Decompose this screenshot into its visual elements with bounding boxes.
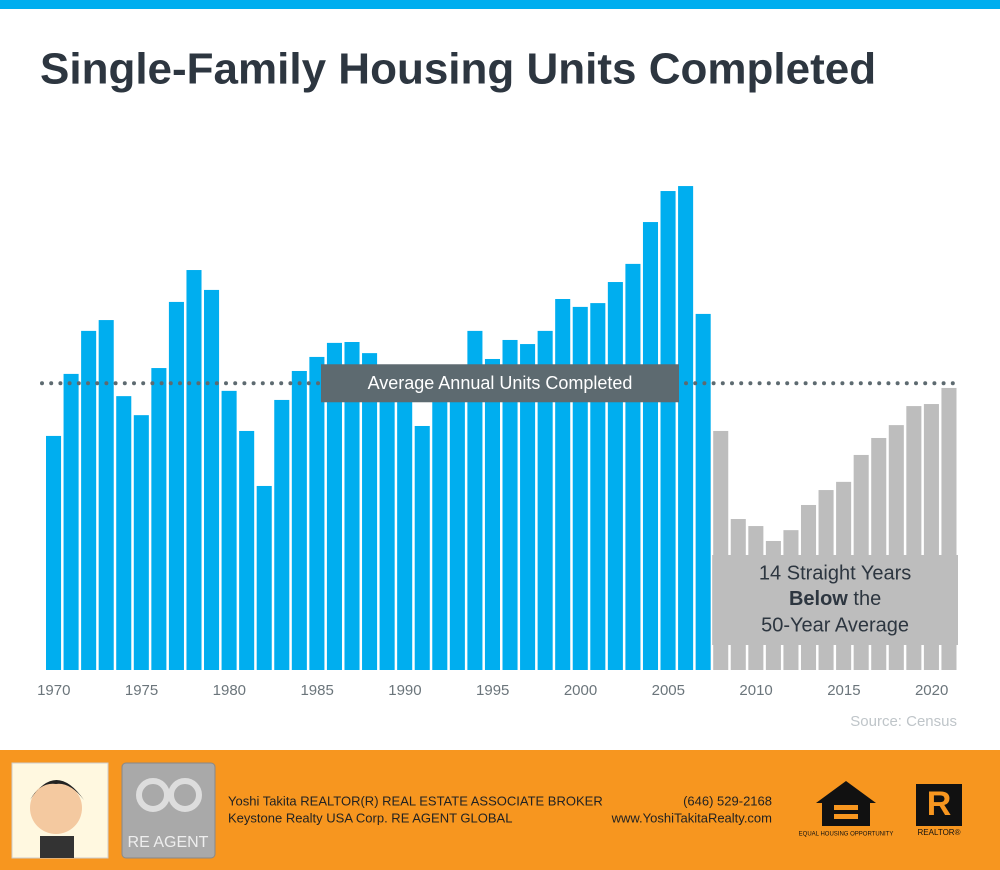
logo-text: RE AGENT — [128, 834, 209, 851]
annotation-box — [712, 555, 958, 645]
agent-name: Yoshi Takita REALTOR(R) REAL ESTATE ASSO… — [228, 793, 603, 808]
x-tick-label: 2000 — [564, 682, 597, 699]
x-tick-label: 1995 — [476, 682, 509, 699]
bar — [695, 313, 711, 670]
bar — [116, 396, 132, 670]
x-tick-label: 1990 — [388, 682, 421, 699]
website: www.YoshiTakitaRealty.com — [611, 810, 772, 825]
bar — [274, 399, 290, 670]
x-tick-label: 1975 — [125, 682, 158, 699]
bar — [625, 263, 641, 670]
annotation-line: 50-Year Average — [761, 614, 909, 636]
realtor-logo — [916, 784, 962, 826]
annotation-line: 14 Straight Years — [759, 562, 911, 584]
agent-face — [30, 782, 82, 834]
bar — [537, 330, 553, 670]
eho-bar — [834, 814, 858, 819]
bar — [221, 390, 237, 670]
x-tick-label: 1970 — [37, 682, 70, 699]
bar — [98, 320, 114, 670]
annotation-line: Below the — [789, 588, 881, 610]
agent-suit — [40, 836, 74, 858]
bar — [151, 368, 167, 670]
bar — [379, 370, 395, 670]
bar — [678, 186, 694, 670]
bar — [642, 222, 659, 670]
bar — [81, 330, 97, 670]
bar — [168, 301, 184, 670]
phone: (646) 529-2168 — [683, 793, 772, 808]
x-tick-label: 2010 — [739, 682, 772, 699]
bar — [63, 373, 79, 670]
x-tick-label: 2015 — [827, 682, 860, 699]
bar — [607, 282, 623, 670]
x-tick-label: 2020 — [915, 682, 948, 699]
chart-title: Single-Family Housing Units Completed — [40, 45, 876, 94]
annotation-rest: the — [848, 588, 881, 610]
bar — [256, 485, 272, 670]
eho-bar — [834, 805, 858, 810]
x-tick-label: 1985 — [300, 682, 333, 699]
realtor-letter: R — [927, 785, 952, 823]
realtor-text: REALTOR® — [918, 828, 961, 837]
bar — [133, 415, 149, 670]
bar — [397, 387, 413, 670]
source: Source: Census — [850, 713, 957, 730]
annotation-bold: Below — [789, 588, 848, 610]
bar — [590, 303, 606, 670]
bar — [572, 306, 588, 670]
bar — [520, 344, 536, 670]
bar — [204, 289, 220, 670]
eho-house — [816, 781, 876, 826]
bar — [326, 342, 342, 670]
bar — [449, 366, 465, 670]
logo-key — [136, 778, 170, 812]
bar — [467, 330, 483, 670]
bar — [291, 370, 307, 670]
bar — [309, 356, 325, 670]
bar — [239, 430, 255, 670]
plot: 1970 1975 1980 1985 1990 1995 2000 2005 2010 2015… — [37, 186, 962, 699]
bar — [660, 191, 676, 670]
bar — [414, 425, 430, 670]
bar — [555, 298, 571, 670]
bar — [432, 387, 448, 670]
bar — [484, 358, 500, 670]
bar — [186, 270, 202, 670]
top-stripe — [0, 0, 1000, 9]
x-tick-label: 2005 — [652, 682, 685, 699]
average-label-box — [321, 364, 679, 403]
bar — [502, 339, 518, 670]
average-label: Average Annual Units Completed — [368, 373, 633, 393]
bar — [344, 342, 360, 670]
bar — [46, 435, 62, 670]
company: Keystone Realty USA Corp. RE AGENT GLOBA… — [228, 810, 512, 825]
logo-key — [168, 778, 202, 812]
eho-text: EQUAL HOUSING OPPORTUNITY — [799, 832, 894, 838]
agent-hair — [30, 780, 84, 800]
bar — [362, 353, 378, 670]
x-tick-label: 1980 — [213, 682, 246, 699]
